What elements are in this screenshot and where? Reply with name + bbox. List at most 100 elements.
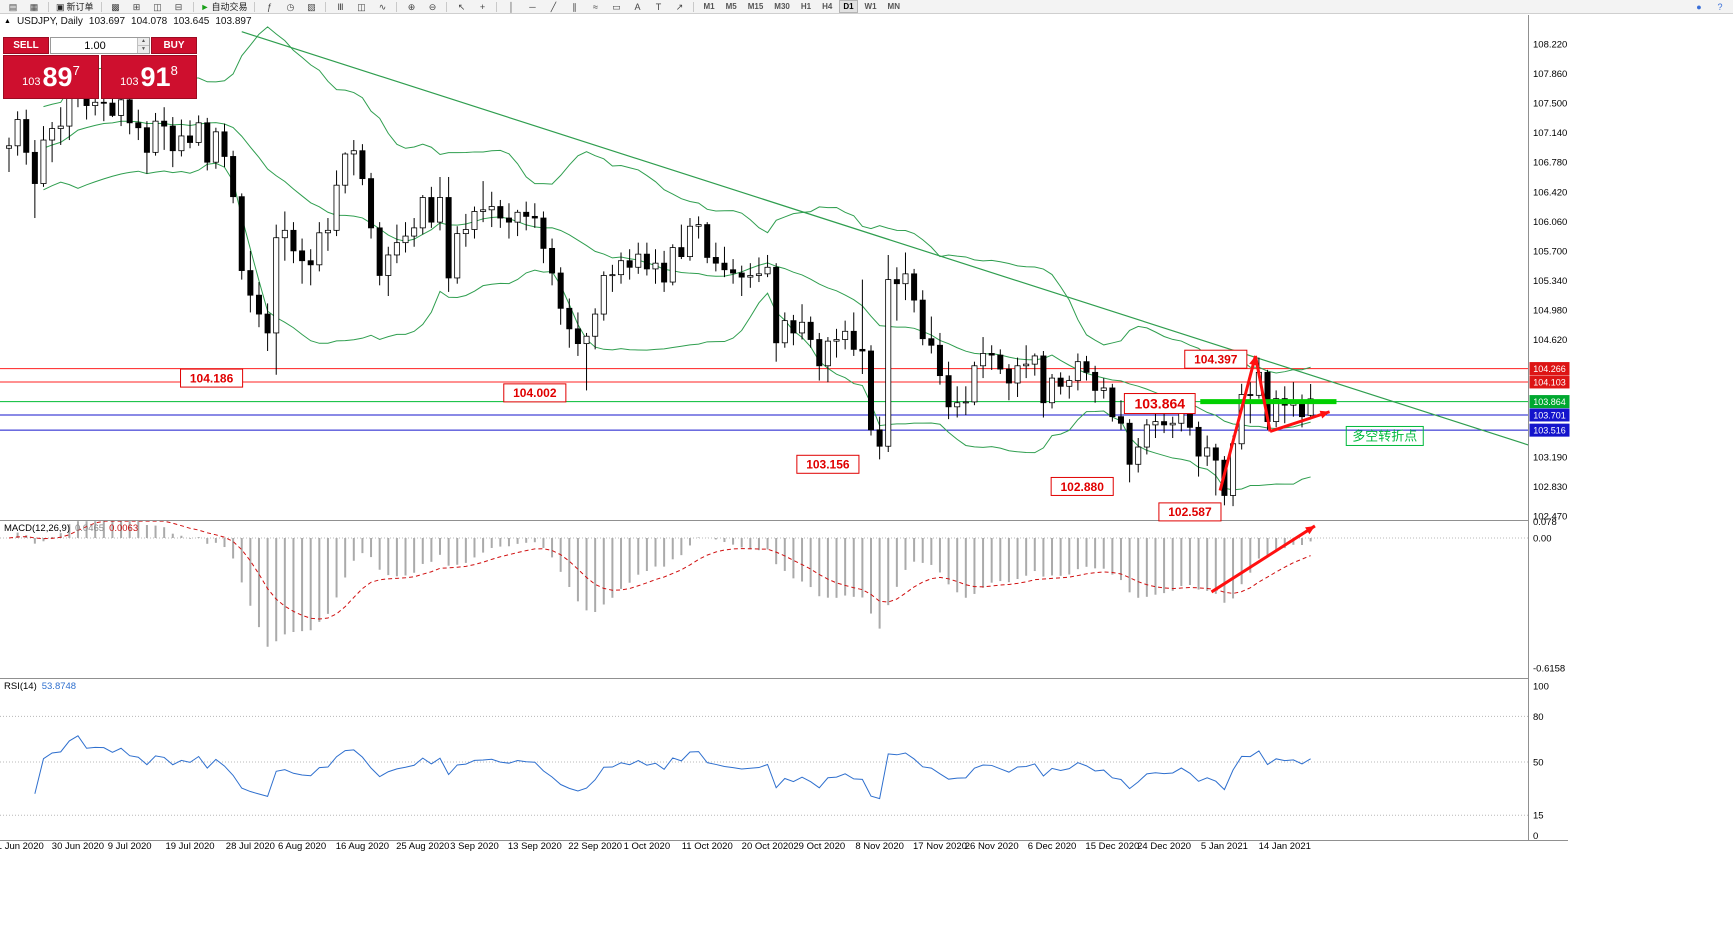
svg-text:26 Nov 2020: 26 Nov 2020 xyxy=(965,841,1019,852)
fibonacci-icon: ≈ xyxy=(592,1,598,12)
toolbar-separator xyxy=(446,1,448,12)
community-icon[interactable]: ● xyxy=(1689,0,1709,14)
shapes-icon[interactable]: ▭ xyxy=(606,0,626,14)
zoom-out-icon[interactable]: ⊖ xyxy=(422,0,442,14)
indicators-icon: ƒ xyxy=(266,1,272,12)
new-order-button[interactable]: ▣ 新订单 xyxy=(53,0,97,14)
price-scale[interactable]: 108.220 107.860 107.500 107.140 106.780 106.4… xyxy=(1533,40,1567,843)
annotation-labels[interactable]: 104.186 104.002 103.156 102.880 102.587 104.3… xyxy=(180,349,1424,522)
market-watch-icon: ▦ xyxy=(29,1,39,12)
window-tile-horizontal-icon[interactable]: ⊟ xyxy=(169,0,189,14)
window-cascade-icon[interactable]: ▩ xyxy=(106,0,126,14)
zoom-in-icon[interactable]: ⊕ xyxy=(401,0,421,14)
fibonacci-icon[interactable]: ≈ xyxy=(585,0,605,14)
arrows-icon[interactable]: ↗ xyxy=(669,0,689,14)
annotation-label[interactable]: 102.880 xyxy=(1050,476,1114,496)
volume-input[interactable] xyxy=(51,39,149,52)
horizontal-line-104.266[interactable]: 104.266 xyxy=(0,362,1570,376)
horizontal-line-103.516[interactable]: 103.516 xyxy=(0,423,1570,437)
cursor-icon[interactable]: ↖ xyxy=(451,0,471,14)
toolbar-separator xyxy=(325,1,327,12)
annotation-label[interactable]: 104.002 xyxy=(503,383,567,403)
descending-trendline[interactable] xyxy=(241,31,1535,447)
market-watch-icon[interactable]: ▦ xyxy=(24,0,44,14)
trendline-icon[interactable]: ╱ xyxy=(543,0,563,14)
timeframe-button-d1[interactable]: D1 xyxy=(839,0,858,13)
horizontal-line-icon[interactable]: ─ xyxy=(522,0,542,14)
svg-text:11 Oct 2020: 11 Oct 2020 xyxy=(682,841,733,852)
candlestick-chart-icon[interactable]: ◫ xyxy=(351,0,371,14)
annotation-label[interactable]: 103.156 xyxy=(796,454,860,474)
timeframe-button-m1[interactable]: M1 xyxy=(703,2,715,11)
timeframe-button-m30[interactable]: M30 xyxy=(774,2,790,11)
svg-text:24 Dec 2020: 24 Dec 2020 xyxy=(1137,841,1191,852)
timeframe-button-h1[interactable]: H1 xyxy=(800,2,812,11)
text-label-icon: T xyxy=(655,1,662,12)
buy-button[interactable]: BUY xyxy=(151,37,197,54)
svg-text:106.780: 106.780 xyxy=(1533,158,1567,169)
templates-icon[interactable]: ▧ xyxy=(301,0,321,14)
line-chart-icon[interactable]: ∿ xyxy=(372,0,392,14)
trendline-icon: ╱ xyxy=(550,1,557,12)
community-icon: ● xyxy=(1696,1,1702,12)
periods-icon[interactable]: ◷ xyxy=(280,0,300,14)
volume-up-icon[interactable]: ▲ xyxy=(138,38,149,46)
bid-price-panel[interactable]: 103 89 7 xyxy=(3,55,99,99)
indicators-icon[interactable]: ƒ xyxy=(259,0,279,14)
svg-text:25 Aug 2020: 25 Aug 2020 xyxy=(396,841,449,852)
annotation-label[interactable]: 103.864 xyxy=(1123,393,1196,415)
one-click-toggle-icon[interactable]: ▲ xyxy=(4,18,11,25)
svg-text:103.516: 103.516 xyxy=(1533,426,1566,436)
svg-text:15: 15 xyxy=(1533,811,1544,822)
line-chart-icon: ∿ xyxy=(378,1,387,12)
horizontal-line-103.701[interactable]: 103.701 xyxy=(0,408,1570,422)
timeframe-button-m15[interactable]: M15 xyxy=(747,2,764,11)
svg-text:104.002: 104.002 xyxy=(513,386,557,400)
annotation-label[interactable]: 104.186 xyxy=(180,368,244,388)
svg-text:0.00: 0.00 xyxy=(1533,534,1552,545)
bid-big-digits: 89 xyxy=(42,61,73,92)
text-label-icon[interactable]: T xyxy=(648,0,668,14)
sell-button[interactable]: SELL xyxy=(3,37,49,54)
volume-stepper: ▲ ▼ xyxy=(50,37,150,54)
crosshair-icon[interactable]: + xyxy=(472,0,492,14)
bar-chart-icon[interactable]: Ⅲ xyxy=(330,0,350,14)
toolbar-separator xyxy=(496,1,498,12)
equidistant-channel-icon[interactable]: ∥ xyxy=(564,0,584,14)
zoom-in-icon: ⊕ xyxy=(407,1,416,12)
horizontal-line-icon: ─ xyxy=(529,1,536,12)
help-icon[interactable]: ? xyxy=(1710,0,1730,14)
svg-text:107.500: 107.500 xyxy=(1533,99,1567,110)
timeframe-button-mn[interactable]: MN xyxy=(887,2,900,11)
text-icon[interactable]: A xyxy=(627,0,647,14)
svg-text:30 Jun 2020: 30 Jun 2020 xyxy=(52,841,104,852)
vertical-line-icon[interactable]: │ xyxy=(501,0,521,14)
ask-price-panel[interactable]: 103 91 8 xyxy=(101,55,197,99)
annotation-label[interactable]: 104.397 xyxy=(1184,349,1248,369)
trend-arrows[interactable] xyxy=(1210,355,1331,594)
timeframe-button-h4[interactable]: H4 xyxy=(822,2,833,11)
timeframe-button-m5[interactable]: M5 xyxy=(725,2,737,11)
autotrading-button[interactable]: ► 自动交易 xyxy=(198,0,251,14)
rsi-line xyxy=(34,735,1311,800)
time-scale[interactable]: 21 Jun 2020 30 Jun 2020 9 Jul 2020 19 Jul 2… xyxy=(0,841,1311,852)
text-icon: A xyxy=(634,1,641,12)
macd-signal-value: 0.0063 xyxy=(109,523,139,534)
volume-down-icon[interactable]: ▼ xyxy=(138,46,149,53)
svg-text:105.700: 105.700 xyxy=(1533,246,1567,257)
charts-icon[interactable]: ▤ xyxy=(3,0,23,14)
window-tile-icon[interactable]: ⊞ xyxy=(127,0,147,14)
templates-icon: ▧ xyxy=(307,1,316,12)
svg-text:104.266: 104.266 xyxy=(1533,364,1566,374)
window-tile-vertical-icon[interactable]: ◫ xyxy=(148,0,168,14)
window-tile-horizontal-icon: ⊟ xyxy=(174,1,183,12)
annotation-label[interactable]: 多空转折点 xyxy=(1345,425,1424,446)
rsi-name: RSI(14) xyxy=(4,681,37,692)
bollinger-bands xyxy=(43,26,1311,491)
main-toolbar: ▤ ▦ ▣ 新订单 ▩ ⊞ ◫ ⊟ ► 自动交易 ƒ ◷ ▧ Ⅲ ◫ ∿ ⊕ ⊖ ↖ + │ ─ ╱ ∥ ≈ ▭ A T ↗ M1 M5 M1… xyxy=(0,0,1733,14)
annotation-label[interactable]: 102.587 xyxy=(1158,502,1222,522)
horizontal-line-104.103[interactable]: 104.103 xyxy=(0,375,1570,389)
timeframe-button-w1[interactable]: W1 xyxy=(864,2,877,11)
bid-prefix: 103 xyxy=(22,76,41,88)
